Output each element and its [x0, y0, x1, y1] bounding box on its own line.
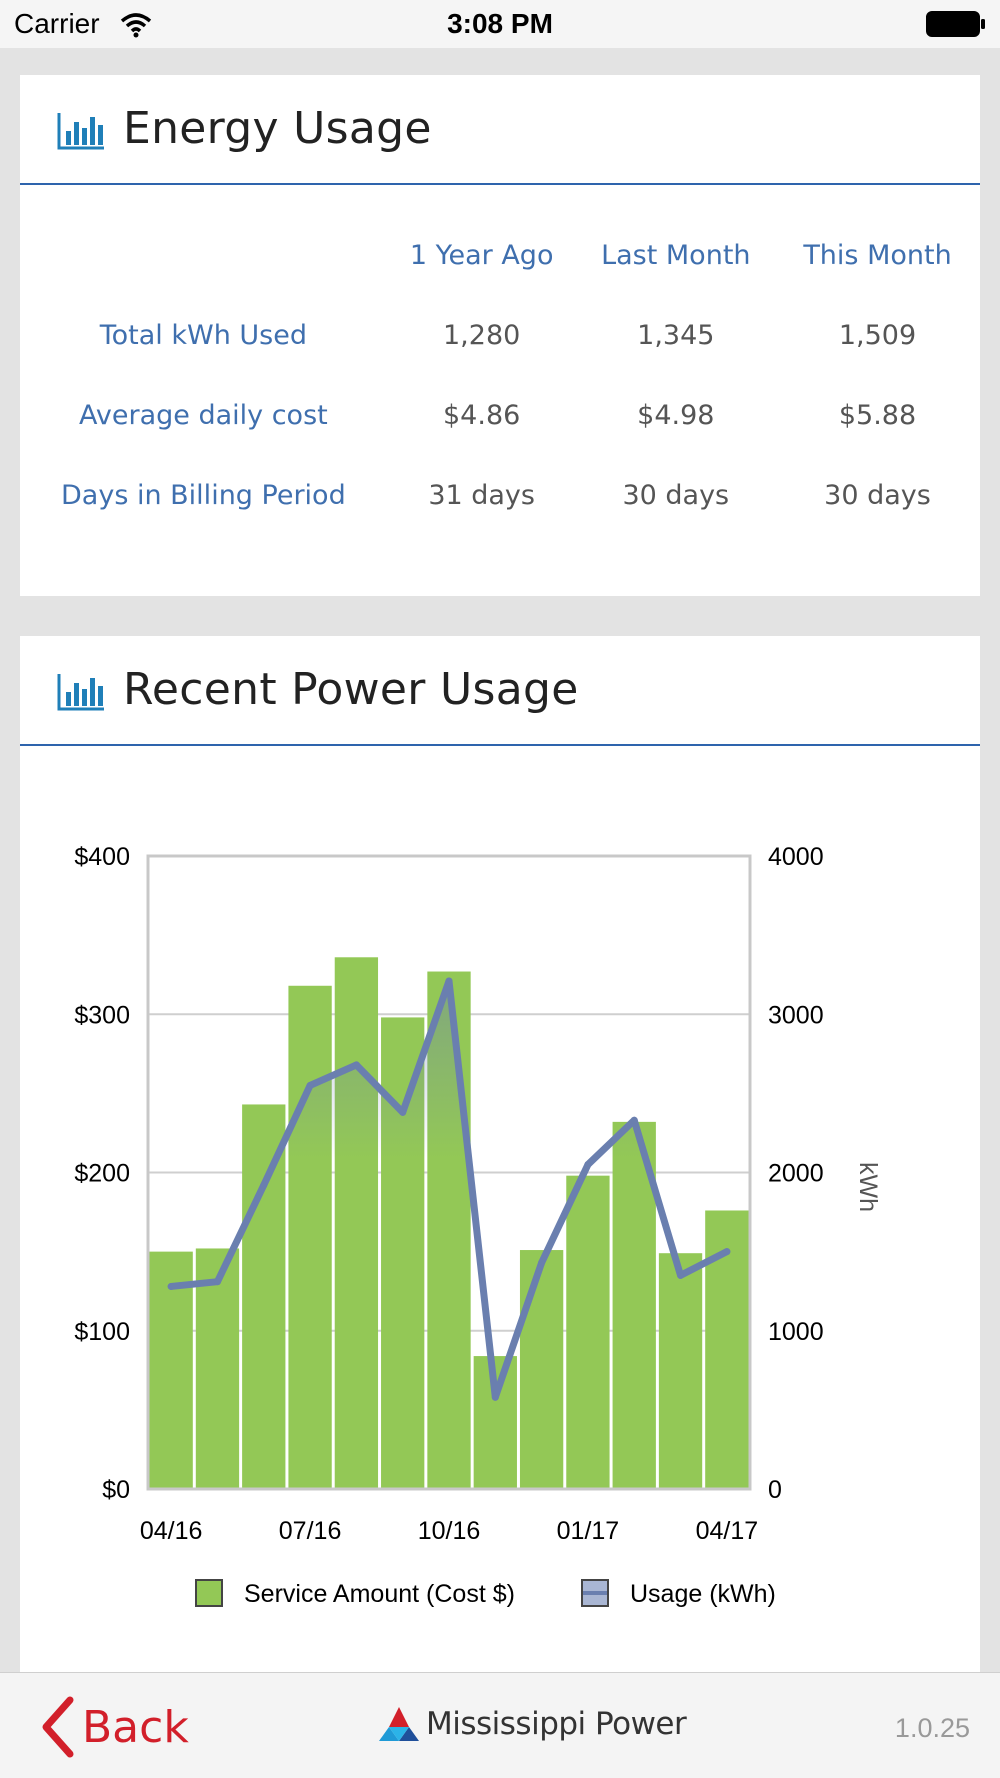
y-left-tick-label: $200 — [74, 1160, 130, 1188]
y-right-tick-label: 3000 — [768, 1001, 824, 1029]
usage-point — [723, 1248, 731, 1256]
table-cell: $5.88 — [838, 399, 917, 431]
column-header: Last Month — [601, 239, 751, 271]
y-right-tick-label: 0 — [768, 1476, 782, 1504]
table-cell: 31 days — [428, 479, 535, 511]
bar-chart-icon — [57, 113, 104, 150]
usage-point — [677, 1271, 685, 1279]
table-cell: 30 days — [622, 479, 730, 511]
row-label: Average daily cost — [79, 399, 328, 431]
table-row: Average daily cost $4.86 $4.98 $5.88 — [20, 375, 980, 455]
usage-point — [538, 1259, 546, 1267]
usage-point — [584, 1161, 592, 1169]
usage-point — [399, 1108, 407, 1116]
table-cell: 1,509 — [838, 319, 917, 351]
usage-area — [171, 981, 727, 1489]
table-cell: 1,280 — [443, 319, 521, 351]
usage-point — [491, 1393, 499, 1401]
y-left-tick-label: $100 — [74, 1318, 130, 1346]
chevron-left-icon — [42, 1696, 74, 1758]
energy-usage-card: Energy Usage 1 Year Ago Last Month This … — [20, 75, 980, 596]
back-button[interactable]: Back — [40, 1695, 189, 1759]
column-header: 1 Year Ago — [409, 239, 554, 271]
footer-bar: Back Mississippi Power 1.0.25 — [0, 1672, 1000, 1778]
clock: 3:08 PM — [447, 8, 553, 39]
usage-point — [213, 1278, 221, 1286]
brand-name: Mississippi Power — [426, 1706, 687, 1742]
x-tick-label: 04/17 — [696, 1517, 759, 1545]
table-cell: 1,345 — [637, 319, 715, 351]
table-cell: $4.98 — [637, 399, 715, 431]
legend-label-usage: Usage (kWh) — [630, 1580, 776, 1608]
recent-power-usage-card: Recent Power Usage $0 0 $100 1000 $200 2000 $3… — [20, 636, 980, 1672]
status-bar: Carrier 3:08 PM — [0, 0, 1000, 48]
mississippi-power-logo-icon — [379, 1707, 419, 1741]
battery-icon — [926, 11, 985, 37]
usage-point — [630, 1116, 638, 1124]
bar-chart-icon — [57, 674, 104, 711]
row-label: Days in Billing Period — [61, 479, 346, 511]
app-version: 1.0.25 — [894, 1713, 970, 1743]
energy-usage-title: Energy Usage — [123, 103, 432, 154]
table-cell: $4.86 — [443, 399, 521, 431]
wifi-icon — [120, 13, 152, 38]
usage-chart-container: $0 0 $100 1000 $200 2000 $300 3000 $400 4000 04/16… — [20, 746, 980, 1672]
x-tick-label: 04/16 — [140, 1517, 203, 1545]
y-left-tick-label: $0 — [102, 1476, 130, 1504]
usage-point — [352, 1061, 360, 1069]
plot-frame — [146, 854, 752, 1491]
usage-chart: $0 0 $100 1000 $200 2000 $300 3000 $400 4000 04/16… — [74, 843, 882, 1608]
usage-point — [306, 1081, 314, 1089]
table-cell: 30 days — [824, 479, 931, 511]
legend-label-cost: Service Amount (Cost $) — [244, 1580, 515, 1608]
usage-comparison-table: 1 Year Ago Last Month This Month Total k… — [20, 185, 980, 535]
usage-point — [260, 1181, 268, 1189]
y-right-tick-label: 4000 — [768, 843, 824, 871]
row-label: Total kWh Used — [99, 319, 307, 351]
y-right-tick-label: 1000 — [768, 1318, 824, 1346]
carrier-label: Carrier — [14, 8, 100, 39]
y-left-tick-label: $300 — [74, 1001, 130, 1029]
y-right-tick-label: 2000 — [768, 1160, 824, 1188]
usage-point — [167, 1282, 175, 1290]
x-tick-label: 07/16 — [279, 1517, 342, 1545]
usage-point — [445, 977, 453, 985]
table-row: Total kWh Used 1,280 1,345 1,509 — [20, 295, 980, 375]
brand-logo: Mississippi Power — [378, 1705, 687, 1743]
x-tick-label: 01/17 — [557, 1517, 620, 1545]
empty-header-cell — [20, 185, 387, 295]
back-label: Back — [82, 1701, 189, 1753]
recent-power-usage-header: Recent Power Usage — [20, 636, 980, 746]
recent-power-usage-title: Recent Power Usage — [123, 664, 579, 715]
y-right-axis-label: kWh — [854, 1162, 882, 1212]
table-row: Days in Billing Period 31 days 30 days 3… — [20, 455, 980, 535]
x-tick-label: 10/16 — [418, 1517, 481, 1545]
legend-swatch-cost — [195, 1579, 223, 1607]
table-header-row: 1 Year Ago Last Month This Month — [20, 185, 980, 295]
y-left-tick-label: $400 — [74, 843, 130, 871]
energy-usage-header: Energy Usage — [20, 75, 980, 185]
column-header: This Month — [803, 239, 952, 271]
